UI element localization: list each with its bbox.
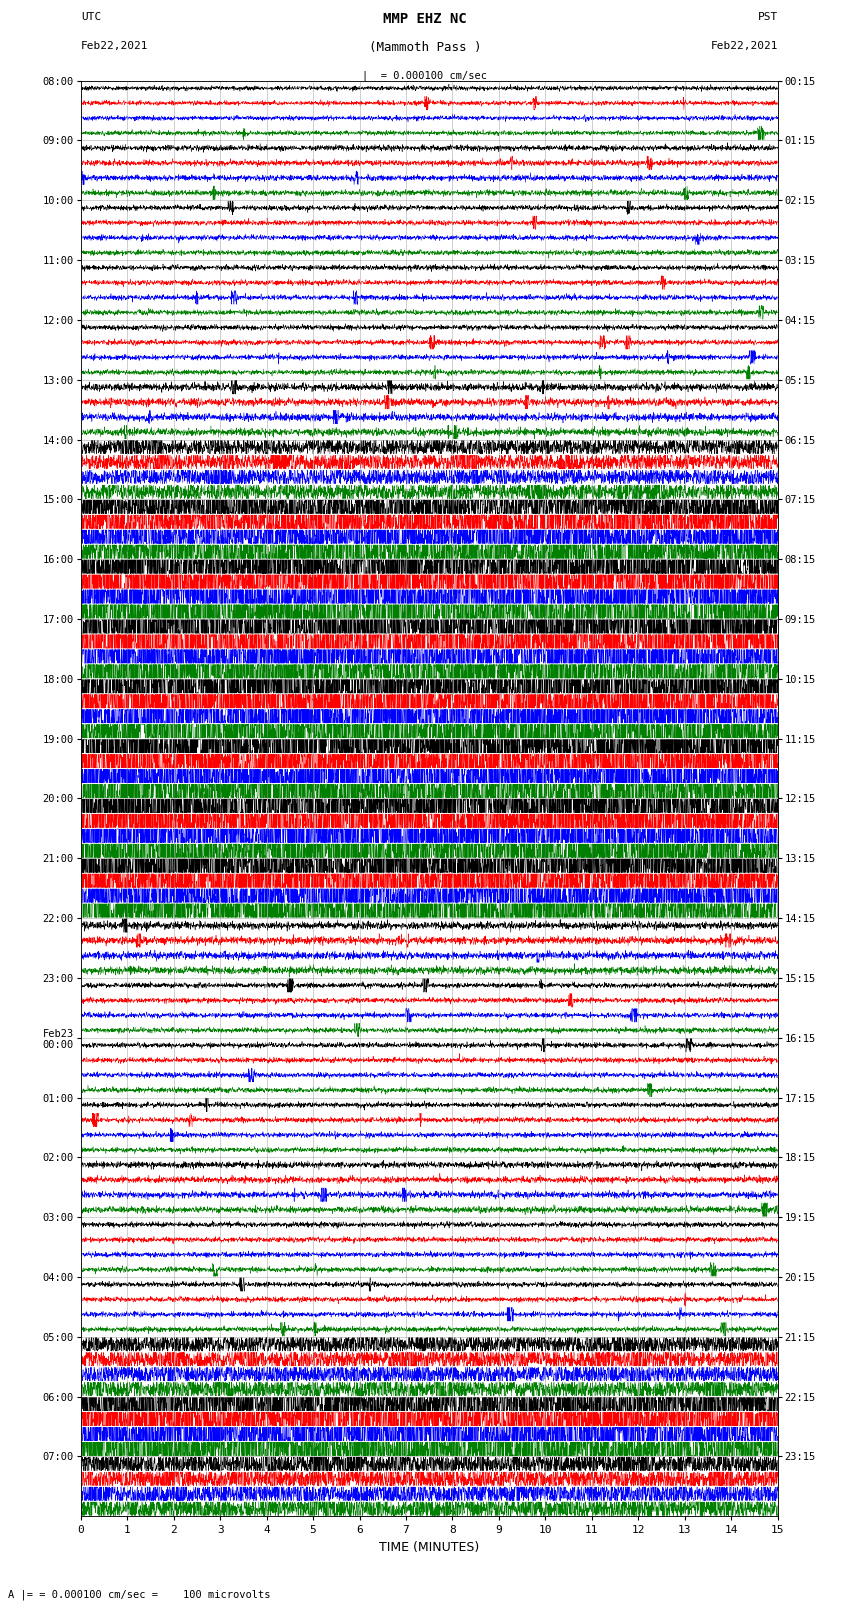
Text: |  = 0.000100 cm/sec: | = 0.000100 cm/sec	[362, 71, 488, 81]
Text: A |= = 0.000100 cm/sec =    100 microvolts: A |= = 0.000100 cm/sec = 100 microvolts	[8, 1589, 271, 1600]
Text: PST: PST	[757, 11, 778, 23]
Text: (Mammoth Pass ): (Mammoth Pass )	[369, 40, 481, 55]
Text: Feb22,2021: Feb22,2021	[711, 40, 778, 52]
Text: MMP EHZ NC: MMP EHZ NC	[383, 11, 467, 26]
Text: UTC: UTC	[81, 11, 101, 23]
Text: Feb22,2021: Feb22,2021	[81, 40, 148, 52]
X-axis label: TIME (MINUTES): TIME (MINUTES)	[379, 1540, 479, 1553]
